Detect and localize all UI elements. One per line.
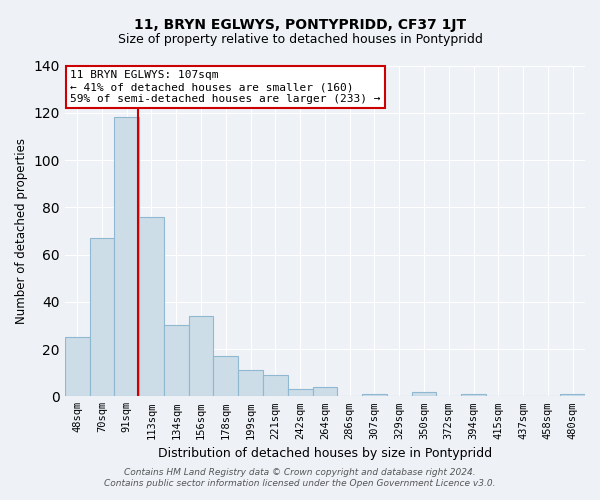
Bar bbox=[288, 389, 313, 396]
Text: 11 BRYN EGLWYS: 107sqm
← 41% of detached houses are smaller (160)
59% of semi-de: 11 BRYN EGLWYS: 107sqm ← 41% of detached… bbox=[70, 70, 380, 104]
Bar bbox=[214, 356, 238, 397]
Bar bbox=[65, 337, 89, 396]
Bar bbox=[263, 375, 288, 396]
Bar bbox=[313, 387, 337, 396]
Text: Size of property relative to detached houses in Pontypridd: Size of property relative to detached ho… bbox=[118, 32, 482, 46]
Text: 11, BRYN EGLWYS, PONTYPRIDD, CF37 1JT: 11, BRYN EGLWYS, PONTYPRIDD, CF37 1JT bbox=[134, 18, 466, 32]
Bar bbox=[560, 394, 585, 396]
Y-axis label: Number of detached properties: Number of detached properties bbox=[15, 138, 28, 324]
X-axis label: Distribution of detached houses by size in Pontypridd: Distribution of detached houses by size … bbox=[158, 447, 492, 460]
Bar bbox=[362, 394, 387, 396]
Bar bbox=[461, 394, 486, 396]
Bar bbox=[188, 316, 214, 396]
Bar bbox=[115, 118, 139, 396]
Bar bbox=[238, 370, 263, 396]
Bar bbox=[412, 392, 436, 396]
Bar bbox=[139, 216, 164, 396]
Text: Contains HM Land Registry data © Crown copyright and database right 2024.
Contai: Contains HM Land Registry data © Crown c… bbox=[104, 468, 496, 487]
Bar bbox=[164, 326, 188, 396]
Bar bbox=[89, 238, 115, 396]
